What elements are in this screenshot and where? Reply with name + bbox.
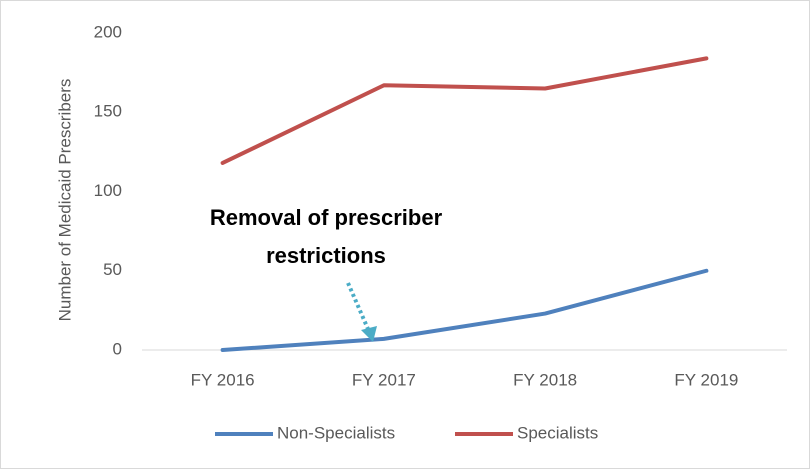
annotation-arrow xyxy=(346,282,370,330)
x-tick-label: FY 2019 xyxy=(674,370,738,389)
y-tick-label: 150 xyxy=(94,102,122,121)
y-tick-label: 200 xyxy=(94,22,122,41)
annotation-arrowhead xyxy=(361,326,377,342)
annotation-text: Removal of prescriber xyxy=(210,205,443,230)
y-tick-label: 100 xyxy=(94,181,122,200)
y-axis-label: Number of Medicaid Prescribers xyxy=(55,79,74,322)
legend-label: Non-Specialists xyxy=(277,423,395,442)
legend-label: Specialists xyxy=(517,423,598,442)
x-tick-label: FY 2016 xyxy=(191,370,255,389)
x-tick-label: FY 2018 xyxy=(513,370,577,389)
line-series xyxy=(220,268,709,352)
y-tick-label: 0 xyxy=(113,339,122,358)
annotation-text: restrictions xyxy=(266,243,386,268)
x-tick-label: FY 2017 xyxy=(352,370,416,389)
y-tick-label: 50 xyxy=(103,260,122,279)
line-series xyxy=(220,56,709,165)
